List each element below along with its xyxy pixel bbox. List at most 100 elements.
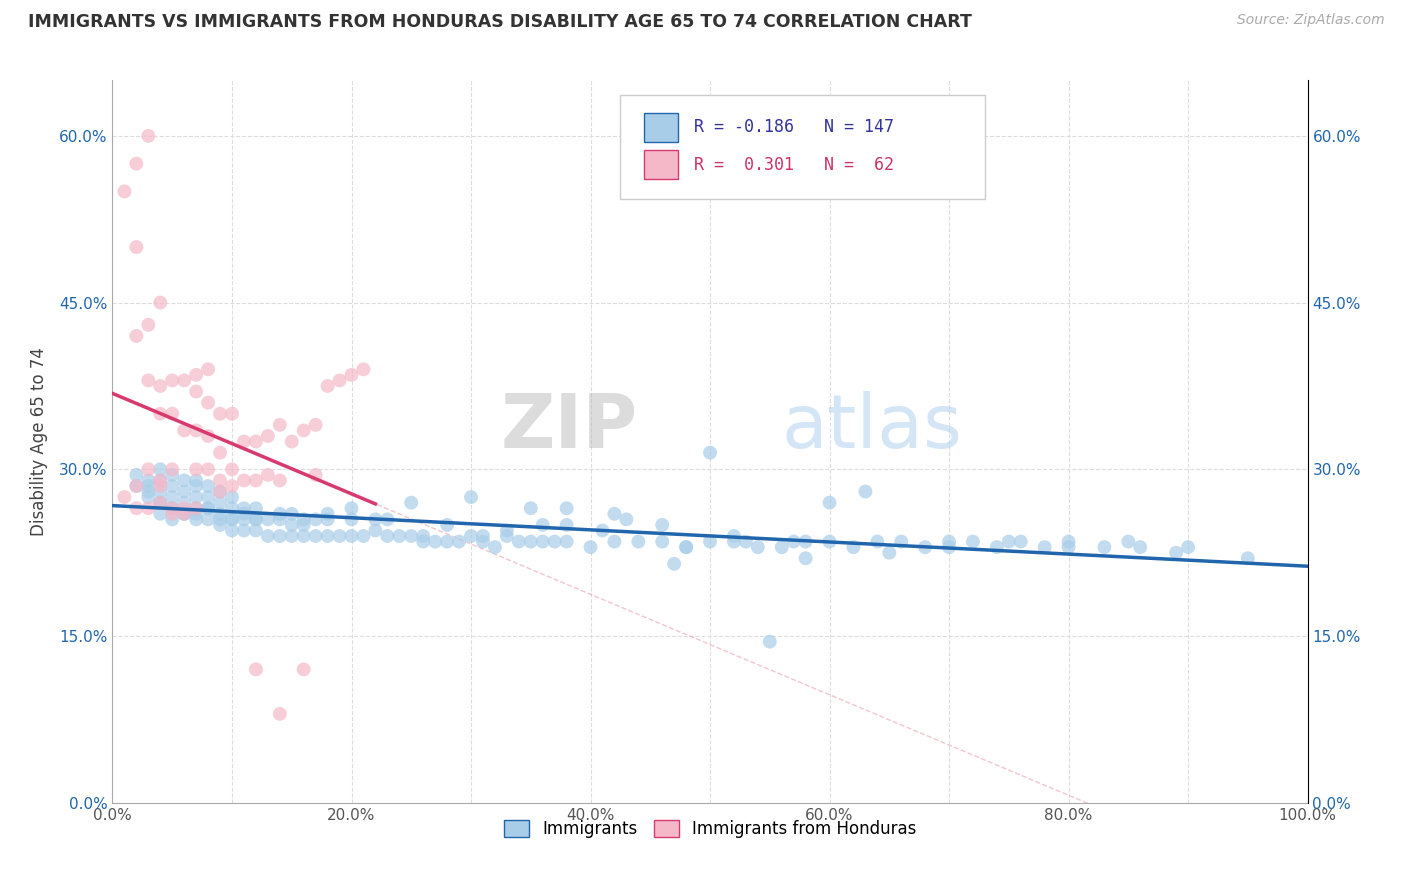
Point: [125, 501, 148, 516]
Point: [245, 512, 267, 526]
Point: [149, 379, 172, 393]
Point: [197, 490, 219, 504]
Point: [890, 534, 912, 549]
Point: [138, 373, 160, 387]
Point: [125, 479, 148, 493]
Point: [292, 517, 315, 532]
Point: [305, 512, 328, 526]
Point: [114, 490, 135, 504]
Point: [329, 529, 352, 543]
Point: [281, 434, 304, 449]
Point: [209, 517, 232, 532]
Point: [603, 534, 626, 549]
Point: [138, 462, 160, 476]
Point: [149, 474, 172, 488]
Point: [651, 534, 673, 549]
Point: [747, 540, 769, 554]
Point: [496, 529, 519, 543]
Point: [209, 496, 232, 510]
Point: [305, 417, 328, 432]
Point: [592, 524, 614, 538]
Point: [616, 512, 638, 526]
Point: [998, 534, 1021, 549]
Point: [281, 517, 304, 532]
Point: [173, 507, 195, 521]
Point: [986, 540, 1008, 554]
Point: [221, 479, 243, 493]
Point: [186, 501, 208, 516]
Point: [292, 512, 315, 526]
Point: [855, 484, 877, 499]
Point: [186, 462, 208, 476]
Point: [125, 329, 148, 343]
FancyBboxPatch shape: [644, 112, 678, 142]
Point: [257, 512, 280, 526]
Point: [520, 534, 543, 549]
Point: [401, 496, 423, 510]
Point: [138, 501, 160, 516]
Point: [316, 512, 339, 526]
Point: [138, 474, 160, 488]
Point: [1010, 534, 1032, 549]
Point: [723, 529, 745, 543]
Point: [447, 534, 470, 549]
Point: [316, 507, 339, 521]
Point: [162, 479, 183, 493]
Point: [436, 517, 458, 532]
Point: [149, 474, 172, 488]
Point: [186, 368, 208, 382]
Point: [221, 501, 243, 516]
Point: [162, 512, 183, 526]
Point: [162, 501, 183, 516]
Point: [364, 512, 387, 526]
Text: Source: ZipAtlas.com: Source: ZipAtlas.com: [1237, 13, 1385, 28]
Point: [149, 462, 172, 476]
Point: [699, 534, 721, 549]
Point: [138, 490, 160, 504]
Point: [197, 479, 219, 493]
Point: [257, 529, 280, 543]
Point: [316, 529, 339, 543]
Point: [484, 540, 506, 554]
Point: [209, 474, 232, 488]
Point: [209, 407, 232, 421]
Point: [388, 529, 411, 543]
Point: [555, 501, 578, 516]
Point: [520, 501, 543, 516]
Point: [233, 434, 256, 449]
Point: [233, 524, 256, 538]
Point: [782, 534, 804, 549]
Point: [1177, 540, 1199, 554]
Point: [460, 529, 482, 543]
Point: [531, 517, 554, 532]
Point: [1237, 551, 1260, 566]
Point: [257, 467, 280, 482]
Point: [472, 534, 495, 549]
Point: [149, 484, 172, 499]
Point: [186, 479, 208, 493]
Point: [962, 534, 984, 549]
Point: [1166, 546, 1188, 560]
Point: [173, 507, 195, 521]
Point: [162, 507, 183, 521]
Point: [340, 501, 363, 516]
Point: [352, 529, 374, 543]
Text: atlas: atlas: [782, 391, 963, 464]
Point: [412, 534, 434, 549]
Point: [914, 540, 936, 554]
Point: [794, 551, 817, 566]
Point: [555, 534, 578, 549]
Point: [364, 524, 387, 538]
Point: [209, 484, 232, 499]
Point: [162, 462, 183, 476]
Point: [305, 529, 328, 543]
Point: [555, 517, 578, 532]
Point: [818, 534, 841, 549]
Point: [770, 540, 793, 554]
Point: [340, 368, 363, 382]
Point: [173, 474, 195, 488]
Text: IMMIGRANTS VS IMMIGRANTS FROM HONDURAS DISABILITY AGE 65 TO 74 CORRELATION CHART: IMMIGRANTS VS IMMIGRANTS FROM HONDURAS D…: [28, 13, 972, 31]
Point: [245, 474, 267, 488]
Point: [138, 484, 160, 499]
Point: [1129, 540, 1152, 554]
